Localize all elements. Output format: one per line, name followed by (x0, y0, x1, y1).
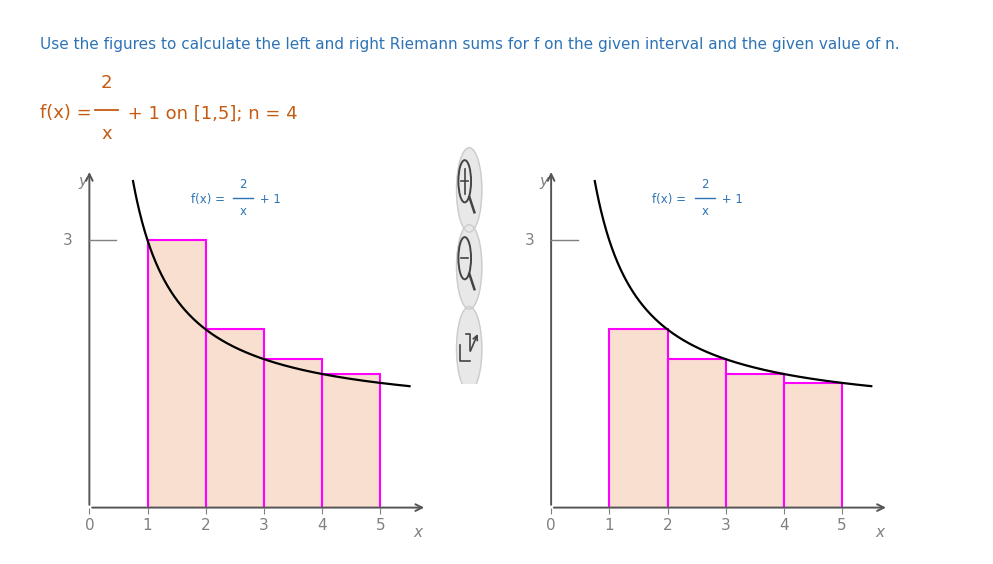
Text: x: x (876, 525, 885, 540)
Text: f(x) =: f(x) = (191, 193, 228, 206)
Bar (322, 374, 380, 508)
Bar (783, 383, 842, 508)
Bar (610, 329, 667, 508)
Text: y: y (539, 174, 548, 188)
Circle shape (457, 148, 482, 232)
Text: f(x) =: f(x) = (652, 193, 690, 206)
Text: + 1: + 1 (718, 193, 743, 206)
Text: 2: 2 (239, 178, 246, 191)
Circle shape (457, 307, 482, 391)
Text: x: x (414, 525, 423, 540)
Text: + 1: + 1 (256, 193, 281, 206)
Text: 2: 2 (701, 178, 708, 191)
Text: y: y (77, 174, 86, 188)
Text: 2: 2 (101, 73, 112, 91)
Bar (726, 374, 783, 508)
Text: + 1 on [1,5]; n = 4: + 1 on [1,5]; n = 4 (121, 104, 297, 122)
Bar (667, 359, 726, 508)
Bar (206, 329, 264, 508)
Text: f(x) =: f(x) = (40, 104, 97, 122)
Text: x: x (101, 125, 112, 143)
Circle shape (457, 224, 482, 309)
Text: x: x (701, 205, 708, 218)
Text: Use the figures to calculate the left and right Riemann sums for f on the given : Use the figures to calculate the left an… (40, 37, 900, 52)
Bar (148, 240, 206, 508)
Text: x: x (239, 205, 246, 218)
Text: 3: 3 (524, 233, 534, 248)
Text: 3: 3 (63, 233, 72, 248)
Bar (264, 359, 322, 508)
